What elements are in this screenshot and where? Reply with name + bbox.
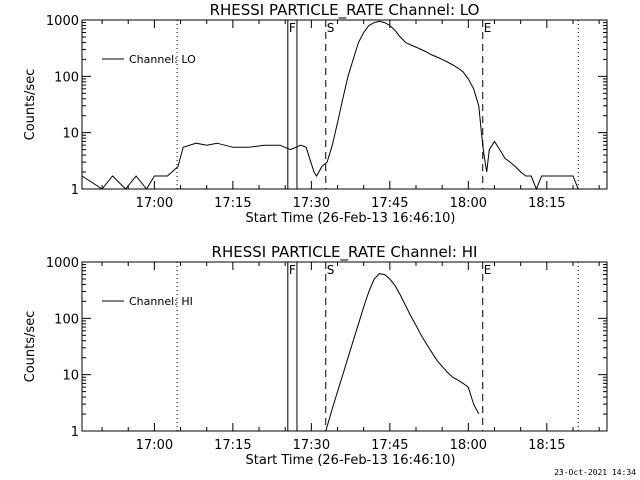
y-tick-label: 1 [71, 425, 79, 440]
x-tick-label: 17:15 [214, 196, 251, 211]
x-tick-label: 17:45 [371, 196, 408, 211]
event-marker-label: F [289, 21, 296, 35]
x-axis-label: Start Time (26-Feb-13 16:46:10) [246, 211, 456, 226]
timestamp: 23-Oct-2021 14:34 [554, 468, 636, 477]
y-tick-label: 1 [71, 183, 79, 198]
event-marker-label: S [327, 263, 335, 277]
y-tick-label: 1000 [46, 256, 79, 271]
x-tick-label: 17:00 [136, 438, 173, 453]
x-tick-label: 17:30 [293, 438, 330, 453]
y-axis-label: Counts/sec [23, 69, 38, 141]
x-tick-label: 18:00 [450, 438, 487, 453]
x-axis-label: Start Time (26-Feb-13 16:46:10) [246, 453, 456, 468]
x-tick-label: 17:30 [293, 196, 330, 211]
event-marker-label: E [484, 263, 492, 277]
x-tick-label: 18:15 [528, 438, 565, 453]
plot-frame [81, 261, 608, 432]
y-axis-label: Counts/sec [23, 311, 38, 383]
x-tick-label: 17:45 [371, 438, 408, 453]
event-marker-label: E [484, 21, 492, 35]
chart-title: RHESSI PARTICLE_RATE Channel: HI [212, 243, 478, 262]
event-marker-label: F [289, 263, 296, 277]
series-line [325, 273, 480, 432]
x-tick-label: 17:00 [136, 196, 173, 211]
y-tick-label: 100 [54, 312, 79, 327]
y-tick-label: 10 [62, 369, 79, 384]
x-tick-label: 18:15 [528, 196, 565, 211]
y-tick-label: 1000 [46, 14, 79, 29]
chart-title: RHESSI PARTICLE_RATE Channel: LO [210, 1, 480, 20]
plot-frame [81, 19, 608, 190]
series-line [81, 20, 579, 191]
legend-label: Channel: HI [129, 295, 193, 308]
event-marker-label: S [327, 21, 335, 35]
y-tick-label: 100 [54, 70, 79, 85]
y-tick-label: 10 [62, 127, 79, 142]
legend-label: Channel: LO [129, 53, 196, 66]
x-tick-label: 18:00 [450, 196, 487, 211]
x-tick-label: 17:15 [214, 438, 251, 453]
